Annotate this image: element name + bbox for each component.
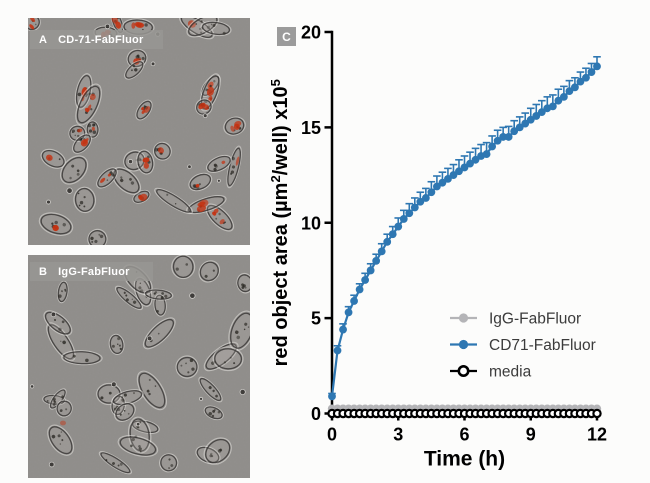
y-tick-label: 20 — [301, 23, 321, 43]
x-tick-label: 12 — [587, 425, 607, 445]
legend-item-igg-fabfluor: IgG-FabFluor — [450, 311, 581, 328]
microscopy-image-cd71 — [28, 18, 250, 245]
x-axis-title: Time (h) — [424, 448, 505, 471]
panel-a-title: CD-71-FabFluor — [58, 33, 144, 46]
y-tick-label: 15 — [301, 118, 321, 138]
panel-b-label-bar: B IgG-FabFluor — [30, 262, 153, 281]
legend: IgG-FabFluor CD71-FabFluor media — [450, 311, 596, 381]
panel-a-letter: A — [39, 33, 48, 46]
red-object-area-chart: 0 5 10 15 20 0 3 6 9 12 Time (h) red object area (µ… — [268, 23, 607, 471]
legend-item-media: media — [450, 364, 532, 381]
microscopy-panel-b: B IgG-FabFluor — [28, 255, 250, 478]
series-media — [327, 408, 602, 419]
legend-label: IgG-FabFluor — [489, 311, 581, 328]
panel-c-badge: C — [277, 27, 296, 46]
microscopy-panel-a: A CD-71-FabFluor — [28, 18, 250, 245]
y-tick-label: 0 — [311, 404, 321, 424]
y-axis-title: red object area (µm2/well) x105 — [268, 79, 292, 366]
y-tick-label: 5 — [311, 309, 321, 329]
microscopy-image-igg — [28, 255, 250, 478]
legend-item-cd71-fabfluor: CD71-FabFluor — [450, 337, 596, 354]
series-cd71-fabfluor — [328, 55, 601, 401]
x-tick-label: 9 — [526, 425, 536, 445]
y-tick-label: 10 — [301, 213, 321, 233]
panel-a-label-bar: A CD-71-FabFluor — [30, 30, 163, 49]
panel-b-letter: B — [39, 265, 48, 278]
x-tick-label: 0 — [327, 425, 337, 445]
x-tick-label: 6 — [459, 425, 469, 445]
x-tick-label: 3 — [393, 425, 403, 445]
legend-label: CD71-FabFluor — [489, 337, 596, 354]
panel-b-title: IgG-FabFluor — [58, 265, 130, 278]
legend-label: media — [489, 364, 532, 381]
